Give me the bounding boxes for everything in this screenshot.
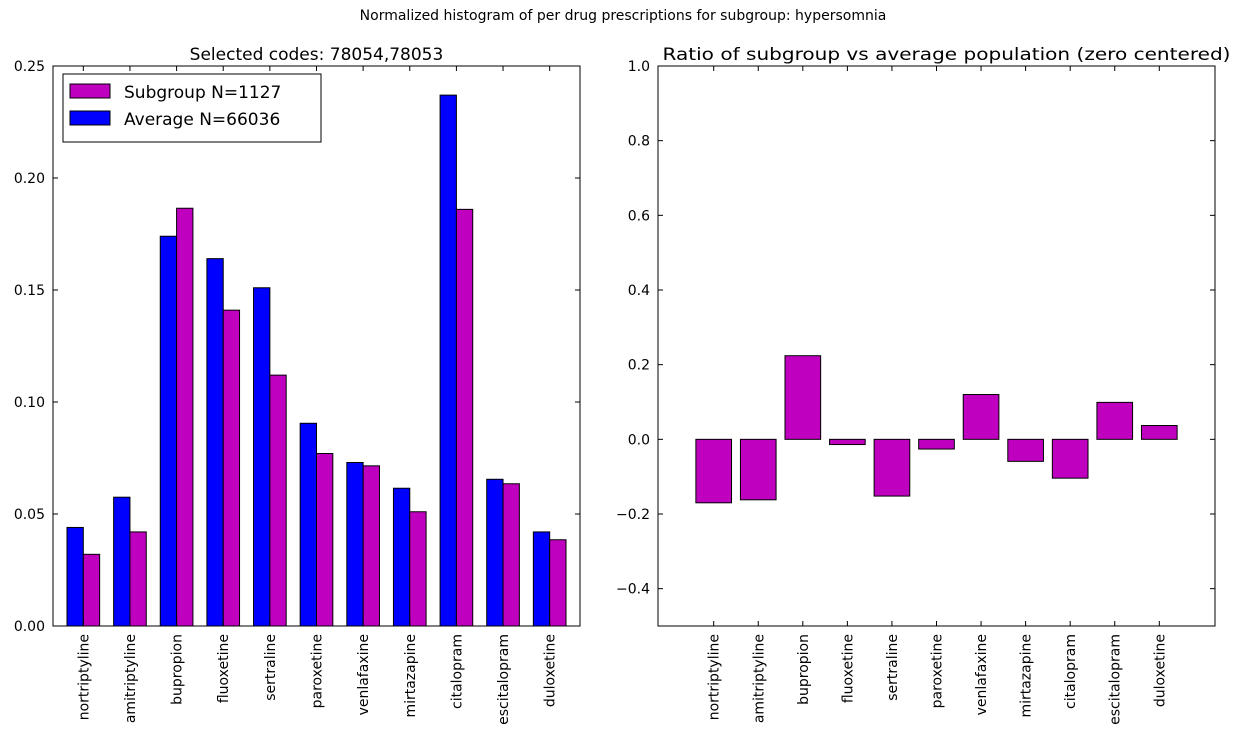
- bar-average-venlafaxine: [346, 461, 364, 627]
- bar-average-duloxetine: [532, 531, 551, 627]
- right-x-tick-label: bupropion: [796, 634, 812, 705]
- left-x-tick-label: mirtazapine: [403, 634, 419, 718]
- left-x-tick-label: fluoxetine: [216, 634, 232, 703]
- right-y-tick-label: 0.2: [628, 358, 650, 374]
- right-y-tick-label: 0.0: [628, 432, 650, 448]
- ratio-bar-duloxetine: [1140, 425, 1178, 440]
- right-y-tick-label: 0.8: [628, 134, 650, 150]
- bar-subgroup-duloxetine: [549, 539, 567, 627]
- bar-average-bupropion: [159, 235, 178, 627]
- left-x-tick-label: sertraline: [263, 634, 279, 701]
- right-x-tick-label: escitalopram: [1108, 634, 1124, 725]
- legend-swatch-subgroup: [69, 83, 111, 99]
- bar-subgroup-mirtazapine: [409, 511, 427, 627]
- left-x-tick-label: citalopram: [449, 634, 465, 709]
- right-y-tick-label: −0.4: [616, 582, 650, 598]
- bar-average-paroxetine: [299, 422, 318, 627]
- right-x-tick-label: venlafaxine: [974, 634, 990, 715]
- bar-subgroup-sertraline: [269, 374, 287, 627]
- legend-label-subgroup: Subgroup N=1127: [124, 83, 281, 103]
- left-x-tick-label: amitriptyline: [123, 634, 139, 723]
- left-legend: Subgroup N=1127 Average N=66036: [62, 73, 322, 143]
- bar-subgroup-citalopram: [455, 208, 474, 627]
- legend-label-average: Average N=66036: [124, 110, 280, 130]
- left-x-tick-label: escitalopram: [496, 634, 512, 725]
- bar-subgroup-venlafaxine: [362, 465, 380, 627]
- bar-subgroup-fluoxetine: [222, 309, 241, 627]
- bar-average-nortriptyline: [66, 526, 84, 627]
- bar-average-escitalopram: [486, 478, 504, 627]
- left-y-tick-label: 0.05: [14, 507, 45, 523]
- right-y-tick-label: 1.0: [628, 59, 650, 75]
- left-x-tick-label: duloxetine: [543, 634, 559, 707]
- left-chart-title: Selected codes: 78054,78053: [190, 45, 444, 65]
- legend-swatch-average: [69, 110, 111, 126]
- bar-average-sertraline: [253, 287, 271, 627]
- right-x-tick-label: amitriptyline: [751, 634, 767, 723]
- right-axes-frame: [657, 65, 1216, 627]
- bar-subgroup-escitalopram: [502, 483, 520, 627]
- right-y-tick-label: 0.6: [628, 208, 650, 224]
- ratio-bar-mirtazapine: [1007, 438, 1044, 462]
- ratio-bar-citalopram: [1051, 438, 1089, 479]
- bar-average-amitriptyline: [113, 496, 131, 627]
- right-x-tick-label: nortriptyline: [707, 634, 723, 720]
- left-y-tick-label: 0.15: [14, 283, 45, 299]
- left-x-tick-label: venlafaxine: [356, 634, 372, 715]
- right-x-tick-label: duloxetine: [1152, 634, 1168, 707]
- right-y-tick-label: −0.2: [616, 507, 650, 523]
- right-x-tick-label: citalopram: [1063, 634, 1079, 709]
- bar-average-fluoxetine: [206, 258, 224, 627]
- ratio-bar-sertraline: [873, 438, 911, 497]
- right-chart: −0.4 −0.2 0.0 0.2 0.4 0.6 0.8 1.0 nortriptyline a…: [616, 45, 1231, 725]
- ratio-bar-paroxetine: [918, 438, 955, 450]
- right-x-tick-label: sertraline: [885, 634, 901, 701]
- ratio-bar-nortriptyline: [695, 438, 733, 504]
- ratio-bar-venlafaxine: [962, 394, 1000, 440]
- figure-suptitle: Normalized histogram of per drug prescri…: [359, 8, 887, 24]
- left-y-tick-label: 0.10: [14, 395, 45, 411]
- left-x-tick-label: bupropion: [170, 634, 186, 705]
- left-x-tick-label: nortriptyline: [76, 634, 92, 720]
- right-chart-title: Ratio of subgroup vs average population …: [663, 45, 1231, 65]
- right-y-tick-label: 0.4: [628, 283, 650, 299]
- bar-average-mirtazapine: [392, 487, 411, 627]
- right-x-tick-label: fluoxetine: [840, 634, 856, 703]
- bar-subgroup-paroxetine: [316, 453, 334, 627]
- left-y-tick-label: 0.00: [14, 619, 45, 635]
- right-x-tick-label: paroxetine: [930, 634, 946, 708]
- left-y-tick-label: 0.20: [14, 171, 45, 187]
- bar-subgroup-bupropion: [176, 207, 194, 627]
- bar-average-citalopram: [439, 94, 457, 627]
- bar-subgroup-amitriptyline: [129, 531, 147, 627]
- ratio-bar-fluoxetine: [829, 438, 866, 446]
- ratio-bar-bupropion: [784, 355, 822, 440]
- ratio-bar-escitalopram: [1096, 401, 1134, 440]
- left-x-tick-label: paroxetine: [310, 634, 326, 708]
- left-y-tick-label: 0.25: [14, 59, 45, 75]
- left-chart: 0.00 0.05 0.10 0.15 0.20 0.25 nortriptyline ami…: [14, 45, 581, 725]
- bar-subgroup-nortriptyline: [82, 553, 101, 627]
- right-x-tick-label: mirtazapine: [1019, 634, 1035, 718]
- ratio-bar-amitriptyline: [739, 438, 777, 501]
